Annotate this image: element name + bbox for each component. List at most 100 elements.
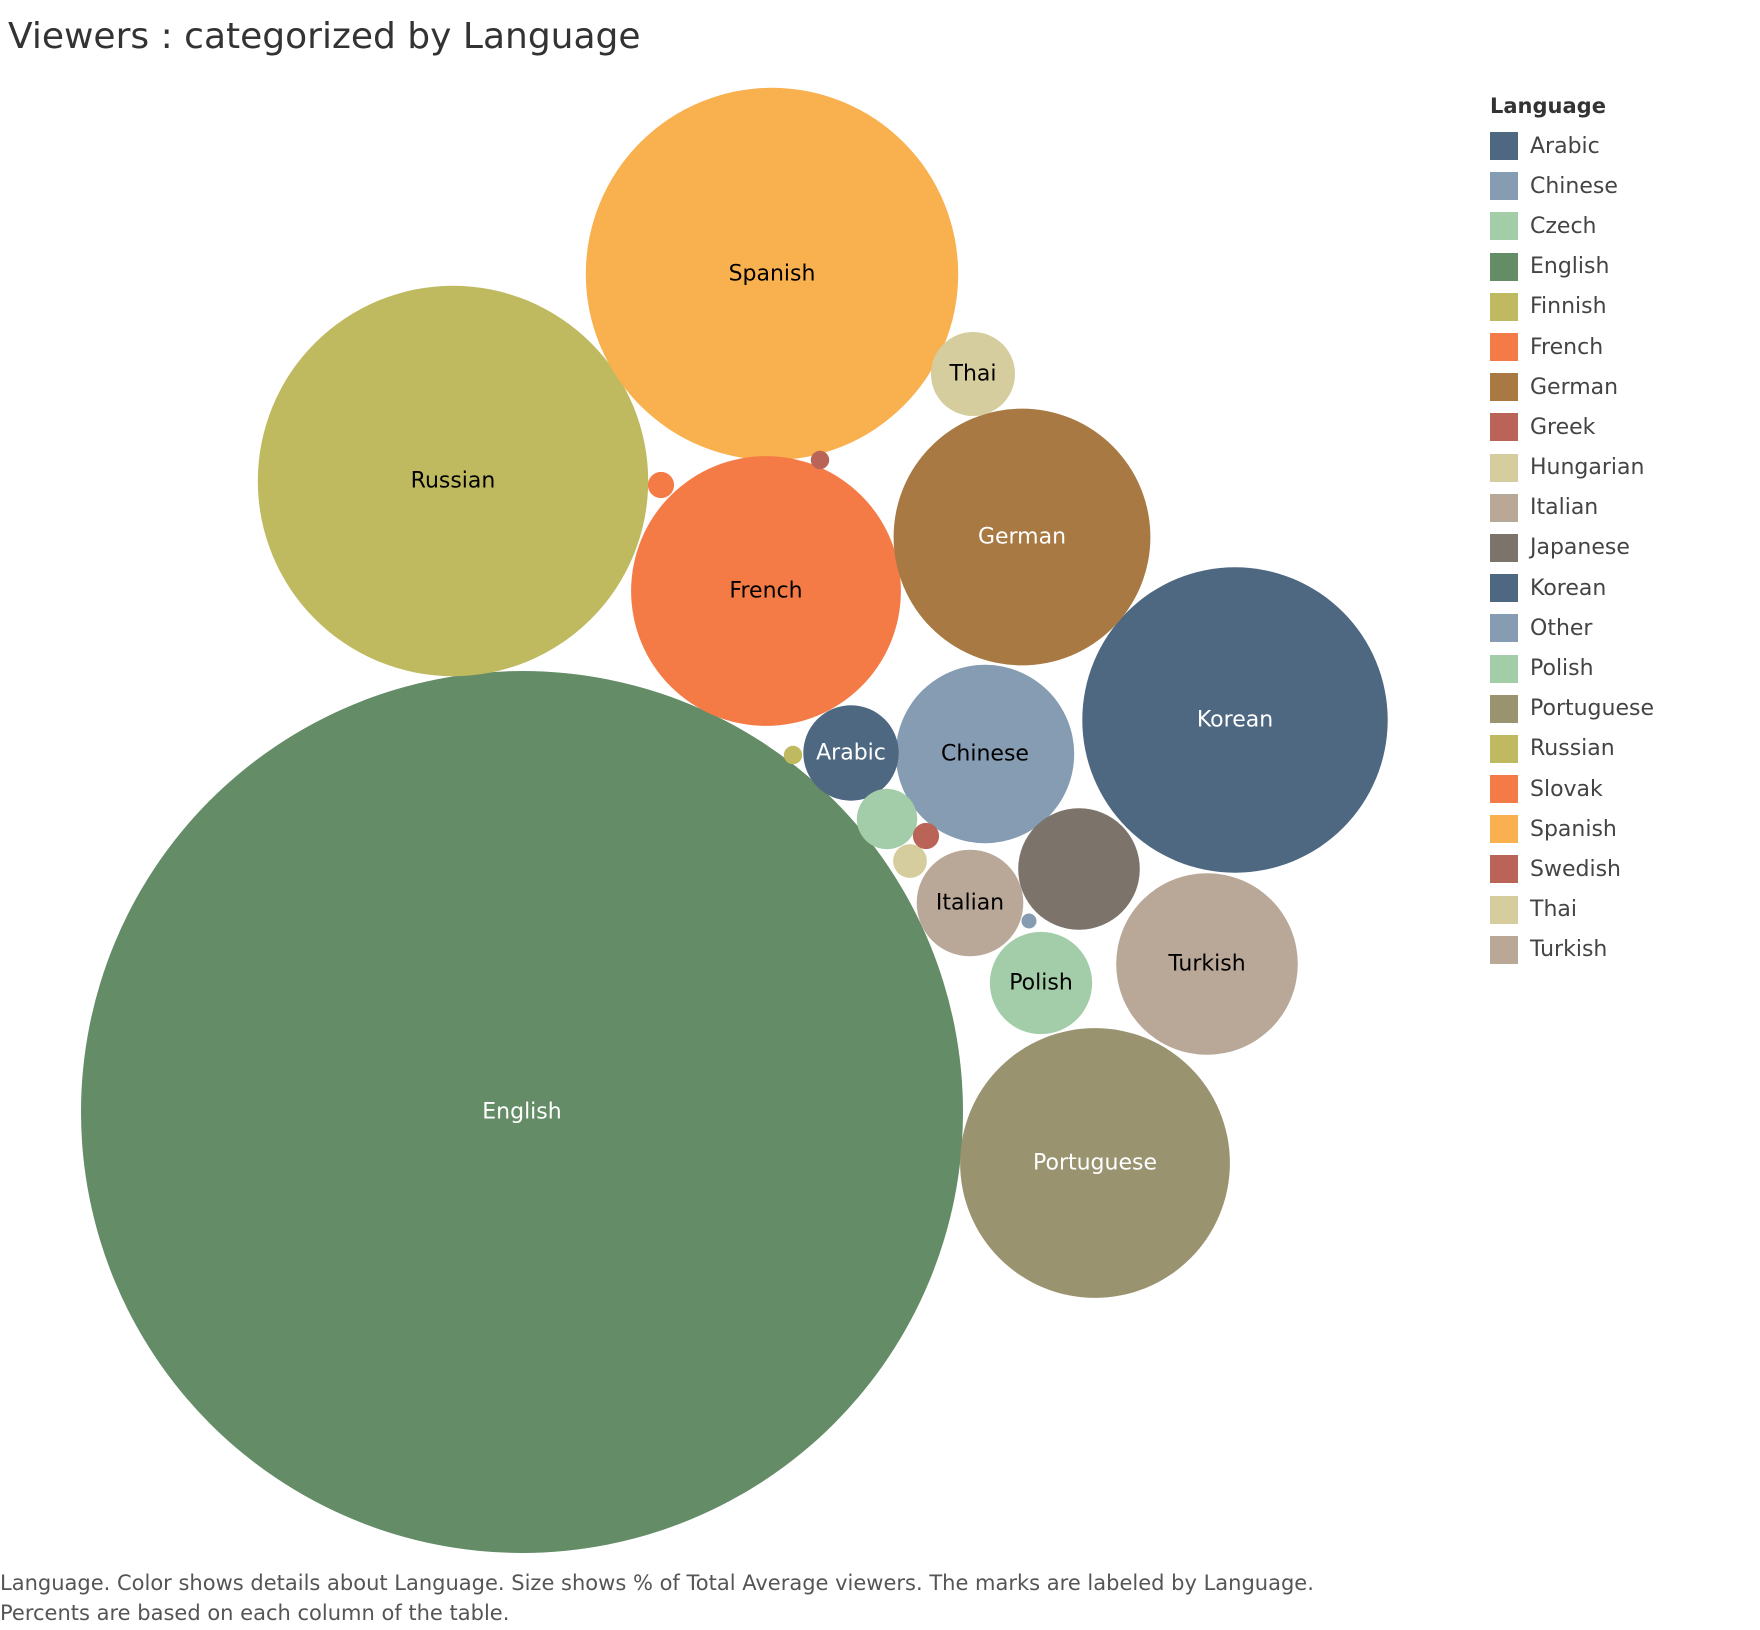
legend-swatch bbox=[1490, 333, 1518, 362]
legend-item-japanese[interactable]: Japanese bbox=[1490, 528, 1750, 568]
legend-label: English bbox=[1530, 254, 1610, 280]
legend-swatch bbox=[1490, 373, 1518, 402]
bubble-greek[interactable] bbox=[810, 450, 830, 470]
caption-line-2: Percents are based on each column of the… bbox=[0, 1601, 510, 1625]
bubble-label-chinese: Chinese bbox=[941, 742, 1029, 767]
legend-swatch bbox=[1490, 172, 1518, 201]
bubble-chart: English Russian Spanish Portuguese Korean Fre… bbox=[81, 87, 1388, 1553]
chart-caption: Language. Color shows details about Lang… bbox=[0, 1568, 1750, 1628]
legend-item-hungarian[interactable]: Hungarian bbox=[1490, 448, 1750, 488]
bubble-label-spanish: Spanish bbox=[729, 262, 816, 287]
legend-item-french[interactable]: French bbox=[1490, 327, 1750, 367]
legend-label: Other bbox=[1530, 615, 1593, 641]
legend-label: Thai bbox=[1530, 897, 1577, 923]
legend-label: Russian bbox=[1530, 736, 1615, 762]
legend-item-thai[interactable]: Thai bbox=[1490, 890, 1750, 930]
chart-title: Viewers : categorized by Language bbox=[8, 16, 641, 57]
bubble-korean[interactable] bbox=[1082, 567, 1388, 873]
bubble-chinese[interactable] bbox=[895, 664, 1075, 844]
bubble-german[interactable] bbox=[893, 408, 1151, 666]
bubble-japanese[interactable] bbox=[1018, 808, 1140, 930]
bubble-thai[interactable] bbox=[931, 332, 1015, 416]
legend-swatch bbox=[1490, 292, 1518, 321]
legend-item-russian[interactable]: Russian bbox=[1490, 729, 1750, 769]
legend-label: Korean bbox=[1530, 575, 1607, 601]
legend-swatch bbox=[1490, 252, 1518, 281]
legend-item-german[interactable]: German bbox=[1490, 367, 1750, 407]
legend-label: Arabic bbox=[1530, 133, 1600, 159]
legend-label: Portuguese bbox=[1530, 696, 1654, 722]
legend-label: Chinese bbox=[1530, 173, 1618, 199]
bubble-slovak[interactable] bbox=[647, 471, 675, 499]
bubble-label-portuguese: Portuguese bbox=[1033, 1151, 1157, 1176]
legend-item-korean[interactable]: Korean bbox=[1490, 568, 1750, 608]
bubble-hungarian[interactable] bbox=[893, 844, 927, 878]
bubble-russian[interactable] bbox=[257, 285, 649, 677]
bubble-label-arabic: Arabic bbox=[816, 741, 886, 766]
bubble-french[interactable] bbox=[631, 456, 901, 726]
legend-label: Spanish bbox=[1530, 816, 1617, 842]
legend-swatch bbox=[1490, 574, 1518, 603]
legend-swatch bbox=[1490, 614, 1518, 643]
legend-swatch bbox=[1490, 694, 1518, 723]
legend-swatch bbox=[1490, 855, 1518, 884]
bubble-portuguese[interactable] bbox=[960, 1028, 1230, 1298]
legend-swatch bbox=[1490, 493, 1518, 522]
bubble-label-english: English bbox=[482, 1100, 561, 1125]
legend-item-swedish[interactable]: Swedish bbox=[1490, 849, 1750, 889]
legend: Language Arabic Chinese Czech English Finnis… bbox=[1490, 92, 1750, 970]
bubble-label-french: French bbox=[729, 579, 802, 604]
legend-item-english[interactable]: English bbox=[1490, 247, 1750, 287]
legend-item-chinese[interactable]: Chinese bbox=[1490, 166, 1750, 206]
bubble-other[interactable] bbox=[1021, 913, 1037, 929]
bubble-polish[interactable] bbox=[989, 931, 1093, 1035]
bubble-italian[interactable] bbox=[916, 849, 1024, 957]
legend-swatch bbox=[1490, 775, 1518, 804]
legend-swatch bbox=[1490, 453, 1518, 482]
legend-swatch bbox=[1490, 935, 1518, 964]
bubble-label-turkish: Turkish bbox=[1167, 952, 1245, 977]
bubble-spanish[interactable] bbox=[585, 87, 959, 461]
legend-item-turkish[interactable]: Turkish bbox=[1490, 930, 1750, 970]
legend-label: German bbox=[1530, 374, 1619, 400]
legend-swatch bbox=[1490, 132, 1518, 161]
legend-swatch bbox=[1490, 413, 1518, 442]
legend-item-finnish[interactable]: Finnish bbox=[1490, 287, 1750, 327]
legend-item-portuguese[interactable]: Portuguese bbox=[1490, 689, 1750, 729]
legend-swatch bbox=[1490, 654, 1518, 683]
bubble-label-polish: Polish bbox=[1009, 971, 1073, 996]
legend-label: Czech bbox=[1530, 213, 1597, 239]
legend-label: Swedish bbox=[1530, 856, 1621, 882]
legend-label: Finnish bbox=[1530, 294, 1607, 320]
legend-item-polish[interactable]: Polish bbox=[1490, 648, 1750, 688]
bubble-arabic[interactable] bbox=[803, 705, 899, 801]
legend-label: Greek bbox=[1530, 414, 1596, 440]
legend-title: Language bbox=[1490, 94, 1606, 118]
bubble-finnish[interactable] bbox=[783, 745, 803, 765]
legend-item-italian[interactable]: Italian bbox=[1490, 488, 1750, 528]
legend-swatch bbox=[1490, 895, 1518, 924]
bubble-label-russian: Russian bbox=[411, 469, 496, 494]
bubble-label-italian: Italian bbox=[936, 891, 1004, 916]
bubble-czech[interactable] bbox=[856, 788, 918, 850]
legend-label: Hungarian bbox=[1530, 455, 1645, 481]
legend-item-slovak[interactable]: Slovak bbox=[1490, 769, 1750, 809]
bubble-turkish[interactable] bbox=[1116, 873, 1298, 1055]
bubble-label-german: German bbox=[978, 525, 1066, 550]
bubble-english[interactable] bbox=[81, 671, 963, 1553]
legend-swatch bbox=[1490, 533, 1518, 562]
legend-item-greek[interactable]: Greek bbox=[1490, 407, 1750, 447]
bubble-swedish[interactable] bbox=[912, 822, 940, 850]
bubble-label-korean: Korean bbox=[1197, 708, 1273, 733]
legend-label: Slovak bbox=[1530, 776, 1603, 802]
legend-label: Italian bbox=[1530, 495, 1599, 521]
legend-item-other[interactable]: Other bbox=[1490, 608, 1750, 648]
bubble-label-thai: Thai bbox=[949, 362, 997, 387]
legend-label: Japanese bbox=[1530, 535, 1630, 561]
legend-label: French bbox=[1530, 334, 1604, 360]
legend-item-czech[interactable]: Czech bbox=[1490, 206, 1750, 246]
legend-item-spanish[interactable]: Spanish bbox=[1490, 809, 1750, 849]
legend-item-arabic[interactable]: Arabic bbox=[1490, 126, 1750, 166]
caption-line-1: Language. Color shows details about Lang… bbox=[0, 1571, 1314, 1595]
legend-swatch bbox=[1490, 815, 1518, 844]
